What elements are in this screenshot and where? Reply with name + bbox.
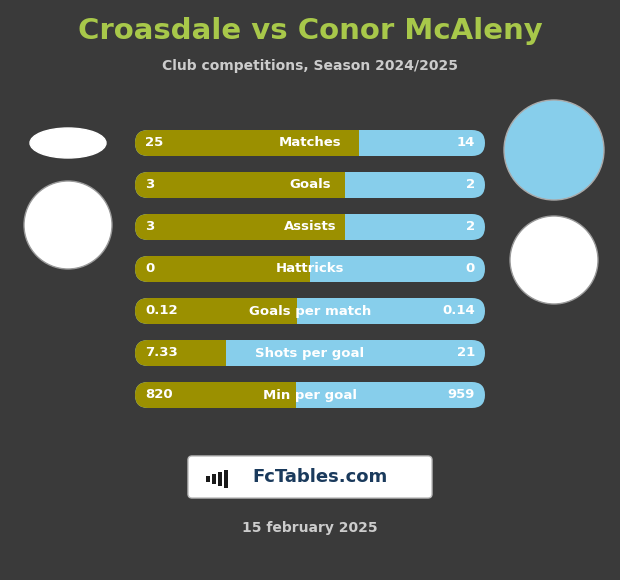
Text: Croasdale vs Conor McAleny: Croasdale vs Conor McAleny	[78, 17, 542, 45]
Text: Hattricks: Hattricks	[276, 263, 344, 276]
Text: 0.12: 0.12	[145, 304, 177, 317]
Text: 7.33: 7.33	[145, 346, 178, 360]
Text: 14: 14	[456, 136, 475, 150]
Text: Min per goal: Min per goal	[263, 389, 357, 401]
Text: 0: 0	[466, 263, 475, 276]
Text: 21: 21	[457, 346, 475, 360]
Text: Assists: Assists	[284, 220, 336, 234]
Circle shape	[24, 181, 112, 269]
Text: Goals per match: Goals per match	[249, 304, 371, 317]
FancyBboxPatch shape	[135, 340, 485, 366]
Text: Goals: Goals	[289, 179, 331, 191]
Bar	[218, 472, 222, 486]
Text: 959: 959	[448, 389, 475, 401]
Bar	[212, 474, 216, 484]
Bar	[224, 470, 228, 488]
Circle shape	[510, 216, 598, 304]
FancyBboxPatch shape	[188, 456, 432, 498]
FancyBboxPatch shape	[135, 340, 485, 366]
FancyBboxPatch shape	[135, 172, 485, 198]
Text: 15 february 2025: 15 february 2025	[242, 521, 378, 535]
Text: 25: 25	[145, 136, 163, 150]
FancyBboxPatch shape	[135, 130, 485, 156]
Text: 0.14: 0.14	[442, 304, 475, 317]
FancyBboxPatch shape	[135, 382, 485, 408]
FancyBboxPatch shape	[135, 130, 485, 156]
FancyBboxPatch shape	[135, 214, 485, 240]
FancyBboxPatch shape	[135, 298, 485, 324]
FancyBboxPatch shape	[135, 256, 485, 282]
Text: FcTables.com: FcTables.com	[252, 468, 388, 486]
Bar	[206, 476, 210, 482]
Text: 2: 2	[466, 179, 475, 191]
Ellipse shape	[30, 128, 106, 158]
FancyBboxPatch shape	[135, 298, 485, 324]
Text: Shots per goal: Shots per goal	[255, 346, 365, 360]
FancyBboxPatch shape	[135, 382, 485, 408]
Text: 3: 3	[145, 179, 154, 191]
Text: 2: 2	[466, 220, 475, 234]
Text: Club competitions, Season 2024/2025: Club competitions, Season 2024/2025	[162, 59, 458, 73]
FancyBboxPatch shape	[135, 256, 485, 282]
Text: 3: 3	[145, 220, 154, 234]
Text: 820: 820	[145, 389, 172, 401]
Circle shape	[504, 100, 604, 200]
FancyBboxPatch shape	[135, 214, 485, 240]
Text: 0: 0	[145, 263, 154, 276]
Text: Matches: Matches	[278, 136, 342, 150]
FancyBboxPatch shape	[135, 172, 485, 198]
